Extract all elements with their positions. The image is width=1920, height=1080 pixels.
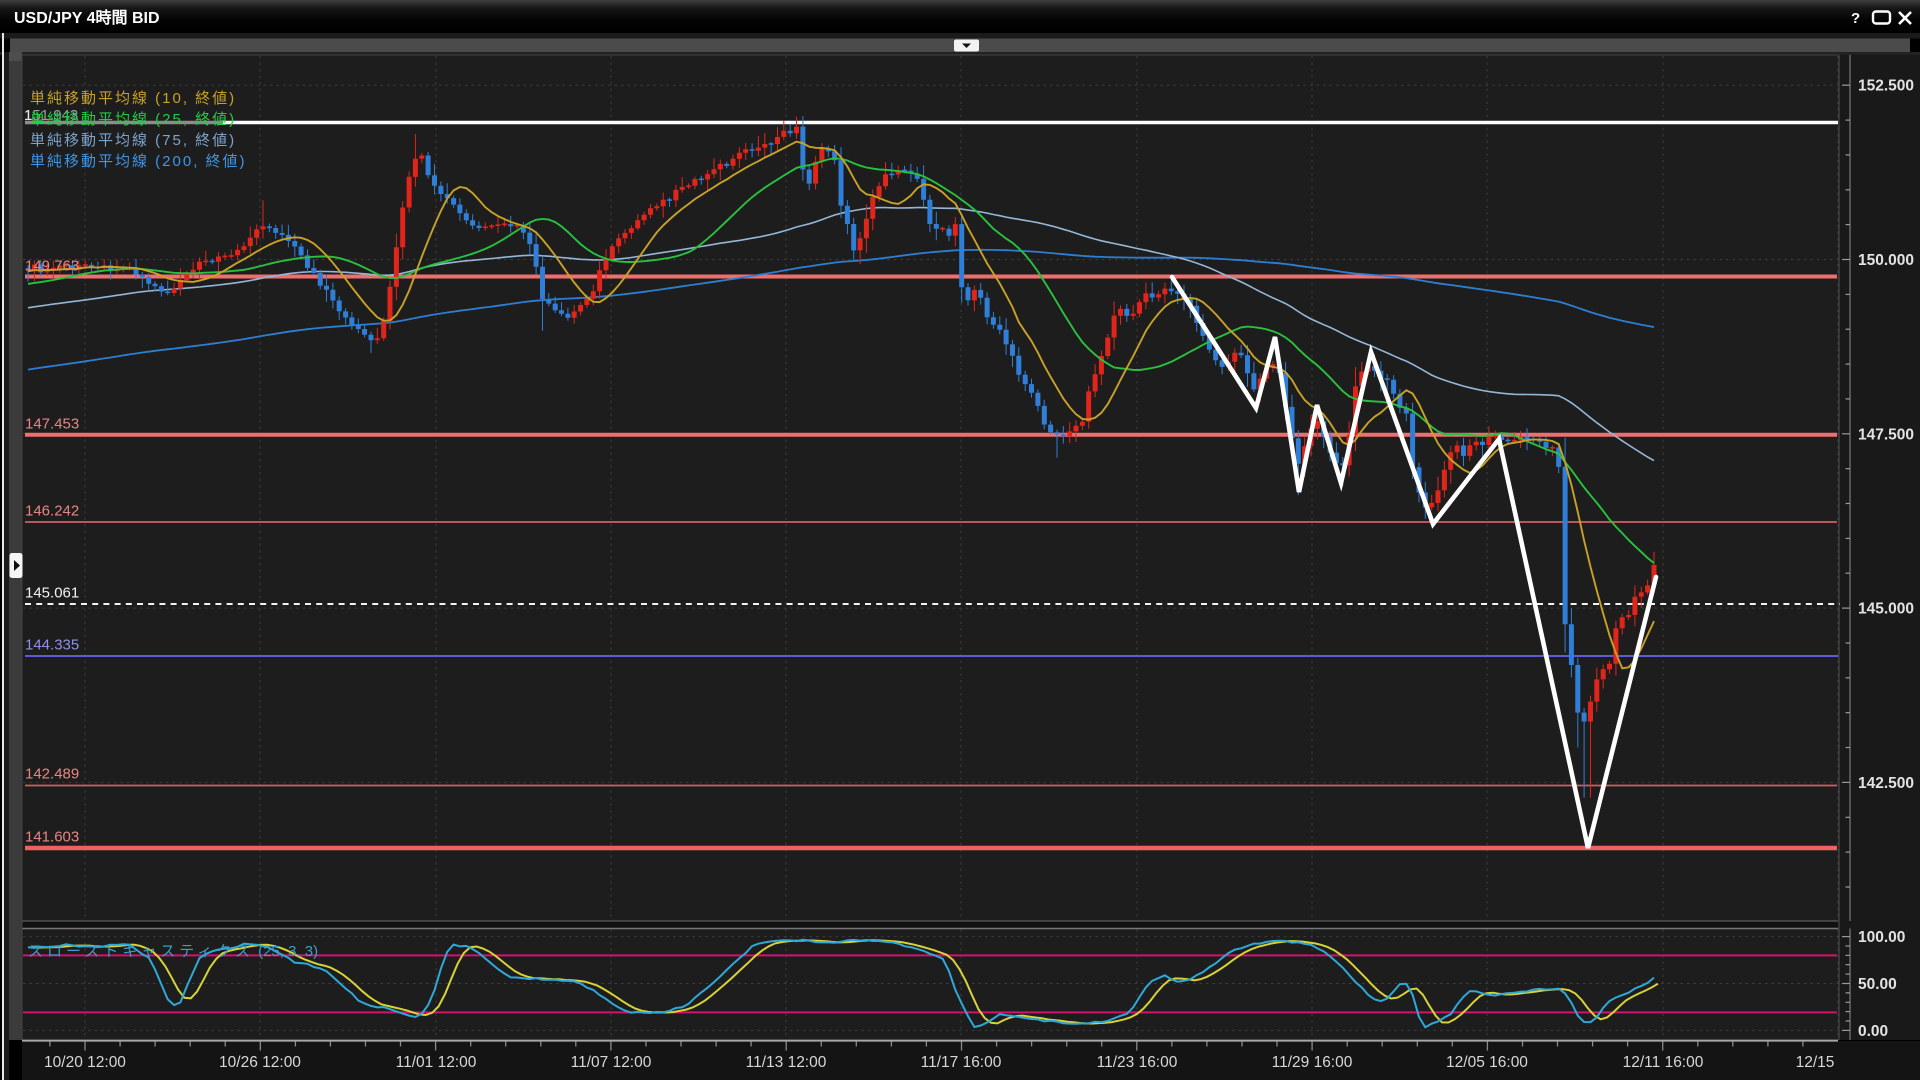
svg-text:147.500: 147.500: [1858, 426, 1914, 443]
svg-text:152.500: 152.500: [1858, 78, 1914, 95]
svg-text:12/15: 12/15: [1796, 1054, 1835, 1071]
svg-text:142.500: 142.500: [1858, 775, 1914, 792]
svg-text:スローストキャスティクス (25, 3, 3): スローストキャスティクス (25, 3, 3): [28, 943, 318, 960]
svg-text:145.000: 145.000: [1858, 601, 1914, 618]
svg-text:12/11 16:00: 12/11 16:00: [1623, 1054, 1704, 1071]
svg-text:150.000: 150.000: [1858, 252, 1914, 269]
svg-text:単純移動平均線 (25, 終値): 単純移動平均線 (25, 終値): [30, 111, 236, 128]
svg-text:11/07 12:00: 11/07 12:00: [571, 1054, 652, 1071]
svg-text:100.00: 100.00: [1858, 929, 1905, 946]
svg-text:0.00: 0.00: [1858, 1023, 1888, 1040]
svg-text:144.335: 144.335: [25, 637, 79, 654]
svg-text:?: ?: [1851, 10, 1860, 27]
svg-text:単純移動平均線 (200, 終値): 単純移動平均線 (200, 終値): [30, 153, 247, 170]
svg-text:10/20 12:00: 10/20 12:00: [44, 1054, 126, 1071]
svg-text:10/26 12:00: 10/26 12:00: [219, 1054, 301, 1071]
svg-text:149.763: 149.763: [25, 258, 79, 275]
svg-text:151.943: 151.943: [24, 107, 78, 124]
svg-text:11/13 12:00: 11/13 12:00: [746, 1054, 827, 1071]
svg-text:147.453: 147.453: [25, 416, 79, 433]
svg-text:11/23 16:00: 11/23 16:00: [1097, 1054, 1178, 1071]
svg-text:11/01 12:00: 11/01 12:00: [396, 1054, 477, 1071]
svg-text:USD/JPY 4時間 BID: USD/JPY 4時間 BID: [14, 8, 160, 27]
svg-text:50.00: 50.00: [1858, 976, 1897, 993]
svg-text:12/05 16:00: 12/05 16:00: [1446, 1054, 1528, 1071]
svg-text:単純移動平均線 (10, 終値): 単純移動平均線 (10, 終値): [30, 90, 236, 107]
svg-text:145.061: 145.061: [25, 585, 79, 602]
svg-text:146.242: 146.242: [25, 503, 79, 520]
svg-text:142.489: 142.489: [25, 766, 79, 783]
svg-text:11/17 16:00: 11/17 16:00: [921, 1054, 1002, 1071]
svg-text:1: 1: [24, 107, 32, 124]
svg-text:11/29 16:00: 11/29 16:00: [1272, 1054, 1353, 1071]
svg-text:141.603: 141.603: [25, 829, 79, 846]
svg-text:単純移動平均線 (75, 終値): 単純移動平均線 (75, 終値): [30, 132, 236, 149]
